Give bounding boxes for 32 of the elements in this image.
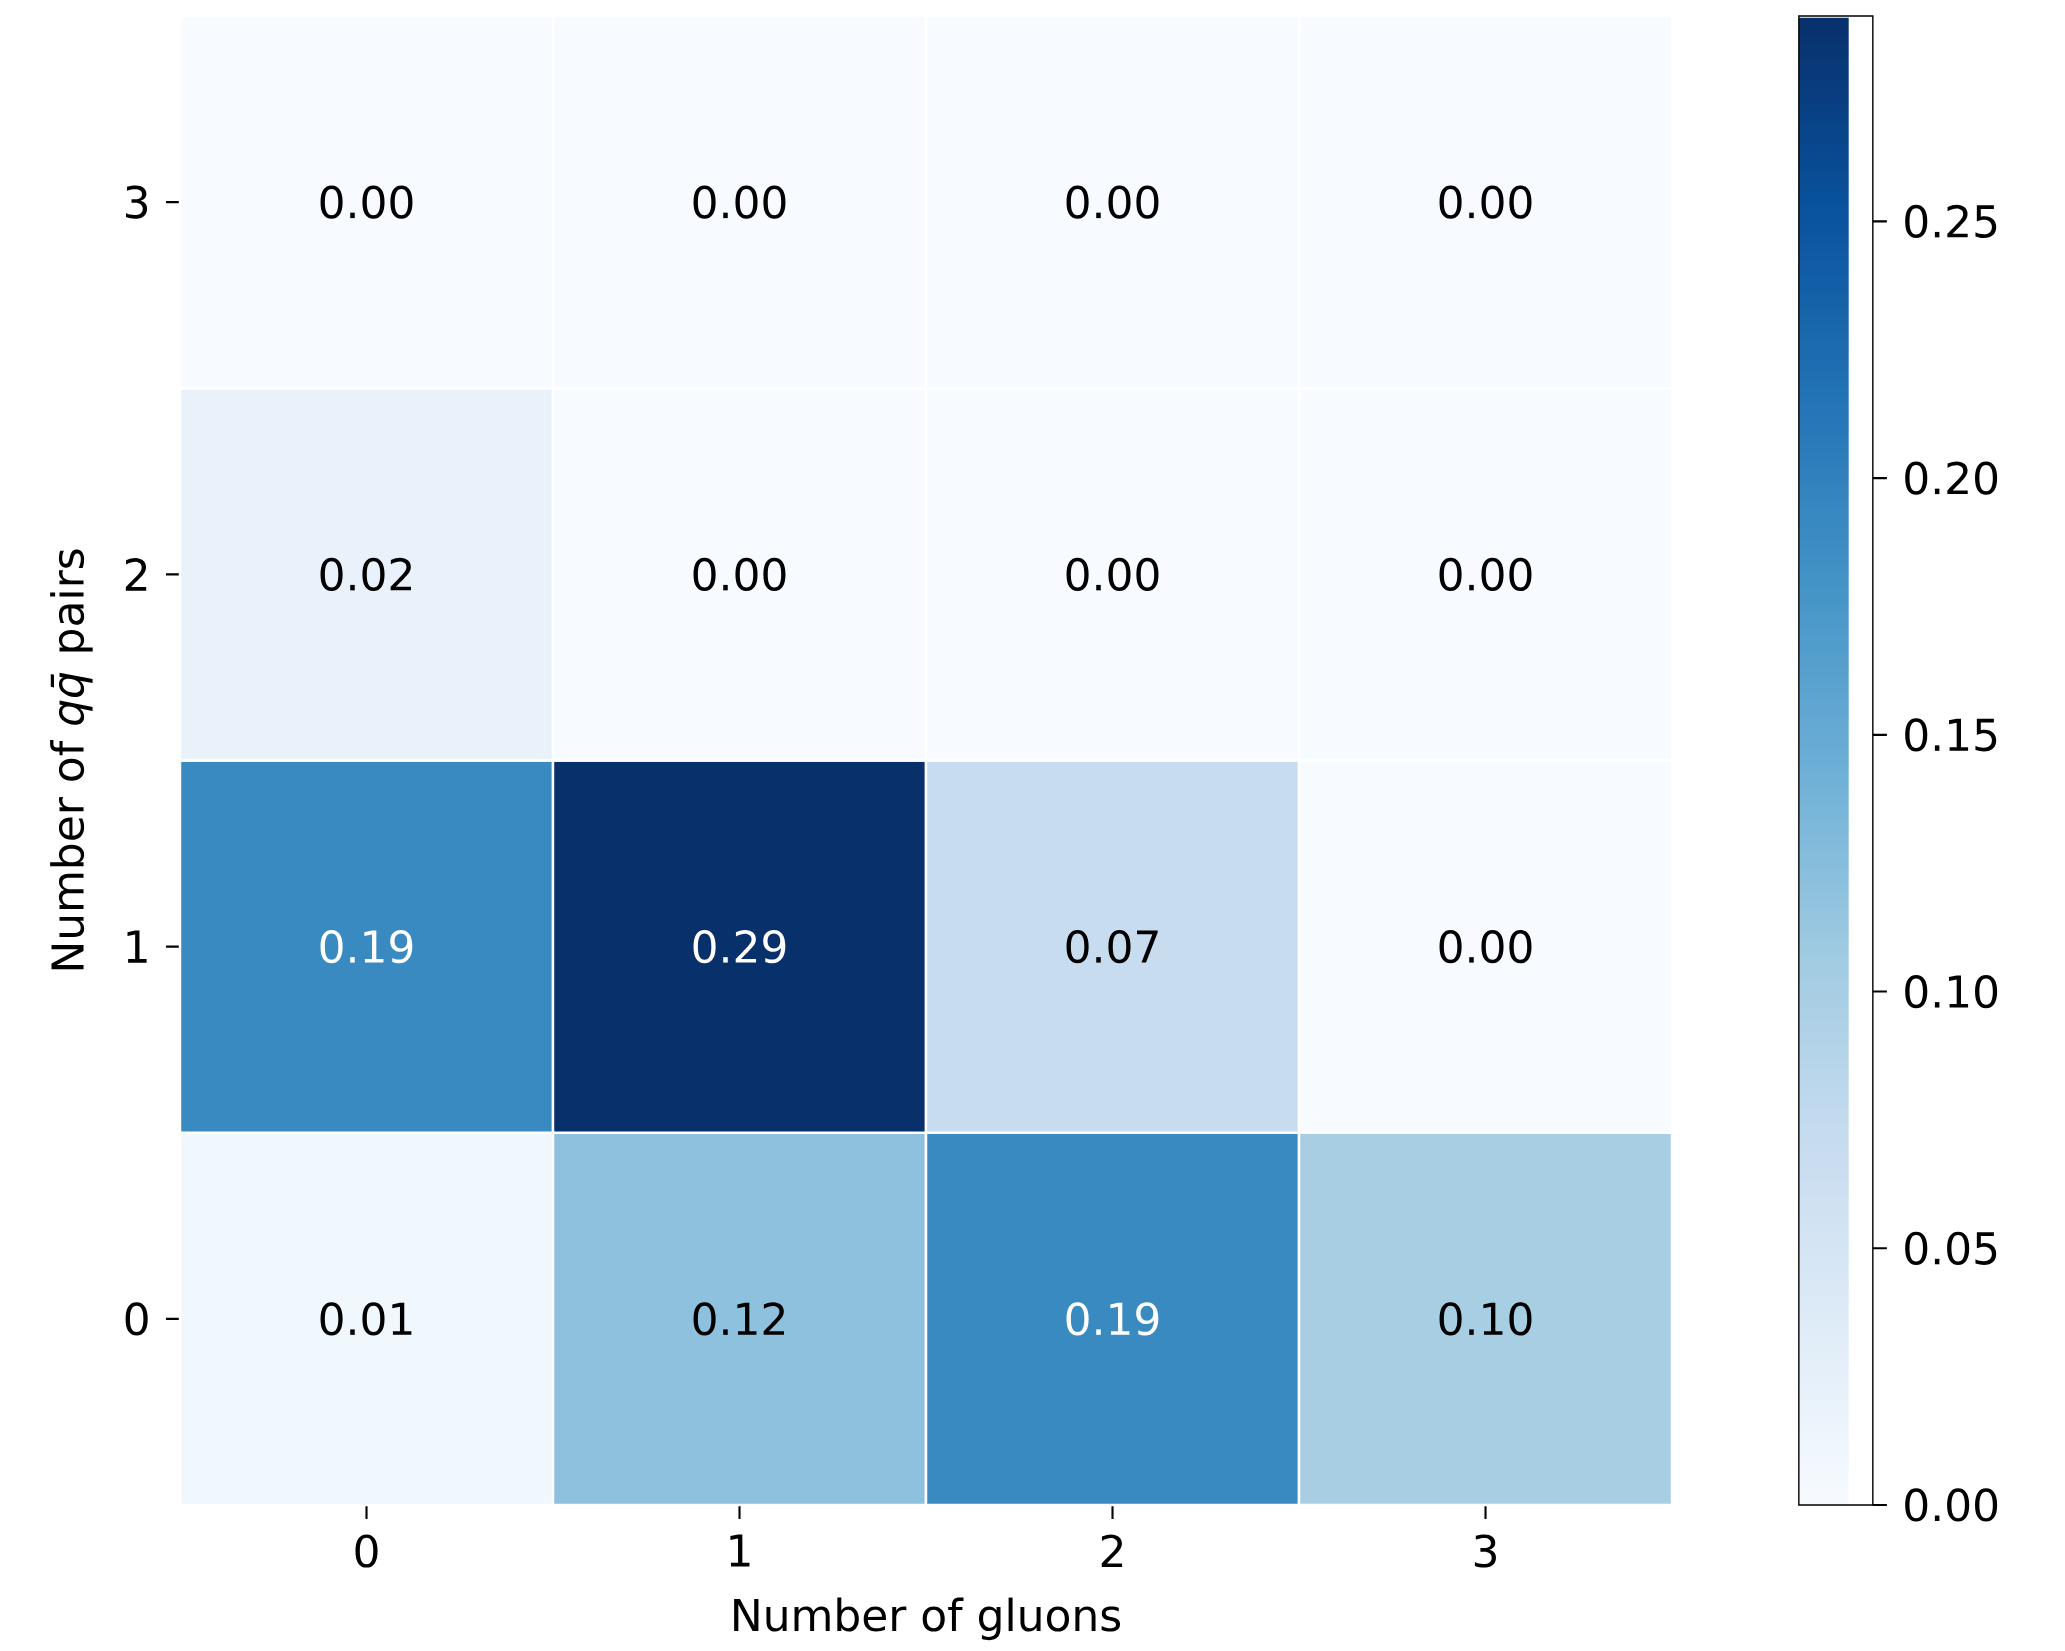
data-label: 0.00 <box>1439 929 1532 964</box>
y-tick-label: 1 <box>127 930 147 963</box>
data-label: 0.10 <box>1439 1302 1532 1336</box>
data-label: 0.02 <box>320 557 411 591</box>
x-tick-label: 2 <box>1101 1534 1123 1568</box>
color-bar-label: 0.05 <box>1905 1231 1997 1265</box>
data-label: 0.07 <box>1066 929 1158 964</box>
data-label: 0.00 <box>320 185 413 219</box>
x-tick-label: 0 <box>355 1534 378 1568</box>
color-bar-label: 0.00 <box>1905 1488 1998 1522</box>
x-tick-label: 3 <box>1474 1534 1496 1568</box>
color-bar-label: 0.25 <box>1905 204 1997 238</box>
data-label: 0.12 <box>693 1302 784 1336</box>
x-axis-title: Number of gluons <box>734 1597 1121 1641</box>
data-label: 0.00 <box>693 185 786 219</box>
data-label: 0.19 <box>1066 1302 1159 1336</box>
x-tick-label: 1 <box>730 1534 750 1567</box>
data-label: 0.29 <box>693 929 786 964</box>
data-label: 0.19 <box>320 929 413 964</box>
data-label: 0.00 <box>1066 557 1159 591</box>
y-tick-label: 0 <box>125 1302 148 1336</box>
data-label: 0.00 <box>1439 557 1532 591</box>
data-label: 0.00 <box>1066 185 1159 219</box>
y-axis-title: Number of qq̄ pairs <box>50 549 93 970</box>
data-label: 0.00 <box>693 557 786 591</box>
color-bar-label: 0.15 <box>1905 718 1997 752</box>
color-bar-label: 0.20 <box>1905 461 1998 495</box>
data-label: 0.00 <box>1439 185 1532 219</box>
y-tick-label: 2 <box>125 558 147 591</box>
y-tick-label: 3 <box>126 185 148 219</box>
color-bar-label: 0.10 <box>1905 974 1998 1009</box>
data-label: 0.01 <box>320 1302 412 1336</box>
